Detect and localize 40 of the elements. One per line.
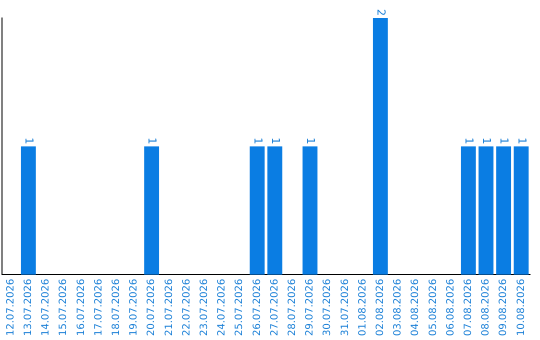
x-tick-label: 18.07.2026 <box>110 278 122 336</box>
x-tick-label: 15.07.2026 <box>58 278 70 336</box>
x-tick-label: 17.07.2026 <box>93 278 104 336</box>
x-tick-label: 30.07.2026 <box>322 278 334 336</box>
x-tick-label: 02.08.2026 <box>374 278 386 336</box>
x-tick-label: 29.07.2026 <box>304 278 316 336</box>
data-label: 2 <box>374 9 388 16</box>
data-label: 1 <box>22 137 36 144</box>
x-tick-label: 09.08.2026 <box>498 278 510 336</box>
x-tick-label: 24.07.2026 <box>216 278 228 336</box>
x-tick-label: 03.08.2026 <box>392 278 404 336</box>
x-tick-label: 06.08.2026 <box>445 278 456 336</box>
x-tick-label: 04.08.2026 <box>410 278 422 336</box>
data-label: 1 <box>515 137 528 144</box>
data-label: 1 <box>304 137 318 144</box>
x-tick-label: 21.07.2026 <box>164 278 175 336</box>
x-tick-label: 25.07.2026 <box>234 278 246 336</box>
x-tick-label: 20.07.2026 <box>146 278 158 336</box>
x-tick-label: 01.08.2026 <box>357 278 368 336</box>
x-tick-label: 10.08.2026 <box>516 278 527 336</box>
data-label: 1 <box>251 137 264 144</box>
data-label: 1 <box>268 137 282 144</box>
x-tick-label: 19.07.2026 <box>128 278 140 336</box>
x-tick-label: 27.07.2026 <box>269 278 280 336</box>
data-label: 1 <box>462 137 476 144</box>
x-tick-label: 28.07.2026 <box>286 278 298 336</box>
x-tick-label: 13.07.2026 <box>22 278 34 336</box>
data-label: 1 <box>480 137 494 144</box>
x-tick-label: 31.07.2026 <box>340 278 351 336</box>
x-tick-label: 22.07.2026 <box>181 278 192 336</box>
x-tick-label: 12.07.2026 <box>5 278 16 336</box>
x-tick-label: 08.08.2026 <box>480 278 492 336</box>
data-label: 1 <box>498 137 511 144</box>
x-tick-label: 07.08.2026 <box>462 278 474 336</box>
x-tick-label: 16.07.2026 <box>76 278 87 336</box>
x-tick-label: 14.07.2026 <box>40 278 52 336</box>
x-tick-label: 05.08.2026 <box>428 278 439 336</box>
data-label: 1 <box>146 137 159 144</box>
x-tick-label: 23.07.2026 <box>198 278 210 336</box>
x-tick-label: 26.07.2026 <box>252 278 263 336</box>
